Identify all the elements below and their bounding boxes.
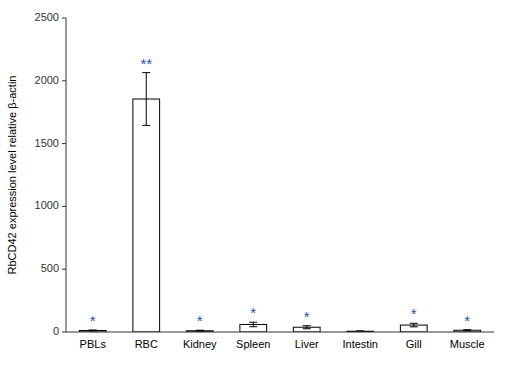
y-tick (62, 269, 66, 270)
x-tick-label: Liver (295, 338, 319, 350)
x-axis: PBLs RBC Kidney Spleen Liver Intestin Gill Musc… (66, 332, 494, 350)
y-tick-label: 1500 (35, 137, 59, 149)
bars (79, 73, 480, 332)
x-tick-label: Muscle (450, 338, 485, 350)
significance-star: ** (140, 55, 152, 72)
chart-container: 0 500 1000 1500 2000 2500 RbCD42 expression le… (0, 0, 508, 366)
error-bar (410, 323, 418, 327)
significance-star: * (304, 308, 310, 325)
significance-star: * (464, 312, 470, 329)
y-axis-line (66, 18, 67, 332)
bar (133, 99, 160, 332)
significance-star: * (411, 305, 417, 322)
y-tick (62, 143, 66, 144)
y-tick-label: 2500 (35, 11, 59, 23)
y-axis: 0 500 1000 1500 2000 2500 RbCD42 expression le… (6, 11, 66, 337)
x-tick-label: Gill (406, 338, 422, 350)
error-bar (142, 73, 150, 126)
x-axis-line (66, 332, 494, 333)
x-tick-label: Intestin (343, 338, 378, 350)
y-axis-label: RbCD42 expression level relative β-actin (6, 76, 18, 275)
error-bar (89, 330, 97, 331)
y-tick (62, 332, 66, 333)
y-tick-label: 0 (53, 325, 59, 337)
y-tick (62, 18, 66, 19)
significance-star: * (197, 312, 203, 329)
significance-star: * (90, 312, 96, 329)
error-bar (196, 330, 204, 331)
y-tick-label: 500 (41, 262, 59, 274)
error-bar (249, 322, 257, 327)
x-tick-label: PBLs (80, 338, 107, 350)
annotations: ******** (90, 55, 471, 330)
error-bar (463, 330, 471, 331)
y-tick (62, 206, 66, 207)
y-tick-label: 2000 (35, 74, 59, 86)
chart-svg: 0 500 1000 1500 2000 2500 RbCD42 expression le… (0, 0, 508, 366)
x-tick-label: Kidney (183, 338, 217, 350)
significance-star: * (250, 304, 256, 321)
y-tick-label: 1000 (35, 199, 59, 211)
x-tick-label: Spleen (236, 338, 270, 350)
x-tick-label: RBC (135, 338, 158, 350)
error-bar (303, 326, 311, 329)
y-tick (62, 80, 66, 81)
